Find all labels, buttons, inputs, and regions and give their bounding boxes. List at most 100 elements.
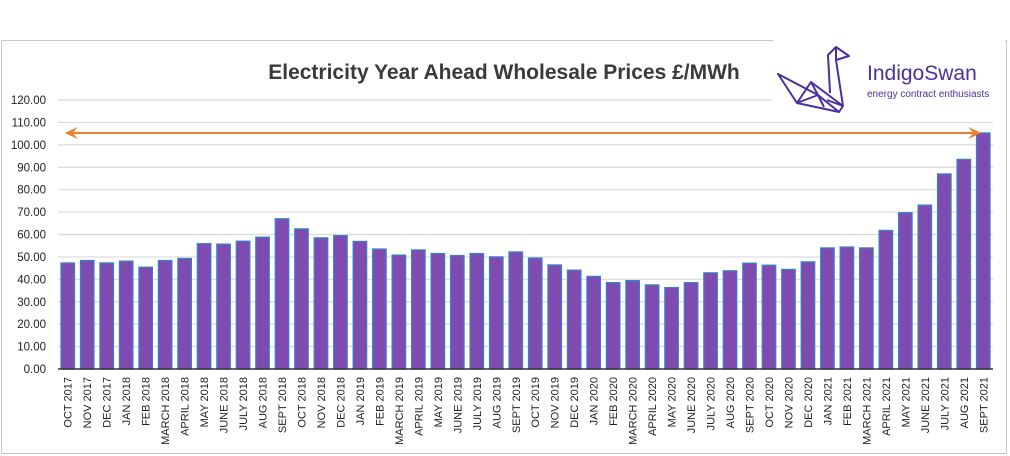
x-axis: OCT 2017 NOV 2017 DEC 2017 JAN 2018 FEB 2018… xyxy=(63,377,991,445)
bar xyxy=(917,204,933,370)
y-tick-label: 60.00 xyxy=(17,230,46,242)
x-tick-label: JUNE 2018 xyxy=(219,377,231,433)
bar xyxy=(566,269,582,370)
y-tick-label: 10.00 xyxy=(17,342,46,354)
x-tick-label: SEPT 2020 xyxy=(745,377,757,433)
x-tick-label: MAY 2021 xyxy=(900,377,912,427)
arrow-head-right-icon xyxy=(968,126,982,139)
x-tick-label: JUNE 2019 xyxy=(452,377,464,433)
bar xyxy=(177,257,192,370)
bar xyxy=(664,286,679,370)
y-tick-label: 20.00 xyxy=(17,319,46,331)
y-tick-label: 40.00 xyxy=(17,274,46,286)
bar xyxy=(99,262,115,370)
bar xyxy=(410,249,426,370)
y-tick-label: 90.00 xyxy=(17,162,46,174)
bar xyxy=(683,282,699,370)
y-axis: 0.00 10.00 20.00 30.00 40.00 50.00 60.00 70.00 8… xyxy=(11,95,46,376)
x-tick-label: DEC 2017 xyxy=(102,377,114,428)
x-tick-label: JUNE 2020 xyxy=(686,377,698,433)
x-tick-label: SEPT 2018 xyxy=(277,377,289,433)
x-tick-label: JAN 2020 xyxy=(589,377,601,425)
x-tick-label: FEB 2020 xyxy=(608,377,620,426)
bar xyxy=(196,243,212,370)
bar xyxy=(742,262,757,370)
bar xyxy=(956,158,972,370)
y-tick-label: 0.00 xyxy=(24,364,46,376)
x-tick-label: APRIL 2021 xyxy=(881,377,893,436)
x-tick-label: MARCH 2020 xyxy=(628,377,640,445)
x-tick-label: AUG 2019 xyxy=(491,377,503,428)
bars xyxy=(60,132,991,370)
x-tick-label: FEB 2021 xyxy=(842,377,854,426)
x-tick-label: JULY 2019 xyxy=(472,377,484,430)
bar xyxy=(527,257,543,370)
y-tick-label: 50.00 xyxy=(17,252,46,264)
bar xyxy=(216,243,231,370)
bar xyxy=(800,261,816,370)
bar xyxy=(703,272,718,370)
x-tick-label: AUG 2021 xyxy=(959,377,971,428)
bar xyxy=(118,260,134,370)
y-tick-label: 100.00 xyxy=(11,140,46,152)
x-tick-label: MAY 2018 xyxy=(199,377,211,427)
bar xyxy=(625,280,641,370)
logo-background xyxy=(773,36,1005,118)
x-tick-label: MAY 2020 xyxy=(667,377,679,427)
bar xyxy=(586,275,602,370)
bar xyxy=(391,254,407,370)
x-tick-label: MARCH 2021 xyxy=(861,377,873,445)
bar xyxy=(605,282,621,370)
bar xyxy=(547,264,563,370)
arrow-head-left-icon xyxy=(64,126,78,139)
bar xyxy=(839,246,855,370)
x-tick-label: NOV 2020 xyxy=(783,377,795,428)
x-tick-label: APRIL 2019 xyxy=(413,377,425,436)
x-tick-label: JAN 2019 xyxy=(355,377,367,425)
gridlines xyxy=(58,99,993,348)
logo-name: IndigoSwan xyxy=(867,62,977,85)
logo: IndigoSwan energy contract enthusiasts xyxy=(773,36,1005,118)
x-tick-label: JULY 2020 xyxy=(706,377,718,430)
bar xyxy=(60,262,76,370)
bar xyxy=(255,236,270,370)
x-tick-label: OCT 2017 xyxy=(63,377,75,428)
bar xyxy=(469,252,485,370)
bar xyxy=(274,218,290,370)
annotation-arrow xyxy=(64,126,982,139)
x-tick-label: NOV 2019 xyxy=(550,377,562,428)
bar xyxy=(79,259,95,370)
bar xyxy=(449,254,465,370)
origami-swan-icon xyxy=(777,46,850,113)
x-tick-label: APRIL 2018 xyxy=(180,377,192,436)
x-tick-label: DEC 2018 xyxy=(335,377,347,428)
chart-title: Electricity Year Ahead Wholesale Prices … xyxy=(268,61,740,84)
x-tick-label: JUNE 2021 xyxy=(920,377,932,433)
x-tick-label: SEPT 2019 xyxy=(511,377,523,433)
x-tick-label: FEB 2019 xyxy=(374,377,386,426)
y-tick-label: 120.00 xyxy=(11,95,46,107)
y-tick-label: 70.00 xyxy=(17,207,46,219)
bar xyxy=(878,229,894,370)
bar xyxy=(372,248,387,370)
x-tick-label: MARCH 2018 xyxy=(160,377,172,445)
bar xyxy=(761,264,777,370)
x-tick-label: JULY 2018 xyxy=(238,377,250,430)
bar xyxy=(508,251,524,370)
bar xyxy=(859,247,874,370)
bar xyxy=(333,234,348,370)
y-tick-label: 80.00 xyxy=(17,185,46,197)
x-tick-label: MARCH 2019 xyxy=(394,377,406,445)
y-tick-label: 110.00 xyxy=(12,117,46,129)
x-tick-label: JULY 2021 xyxy=(939,377,951,430)
x-tick-label: JAN 2018 xyxy=(121,377,133,425)
bar xyxy=(975,132,991,370)
bar xyxy=(644,284,660,370)
bar xyxy=(235,240,251,370)
bar xyxy=(157,259,173,370)
x-tick-label: APRIL 2020 xyxy=(647,377,659,436)
x-tick-label: DEC 2020 xyxy=(803,377,815,428)
bar xyxy=(781,268,796,370)
x-tick-label: FEB 2018 xyxy=(141,377,153,426)
x-tick-label: OCT 2020 xyxy=(764,377,776,428)
